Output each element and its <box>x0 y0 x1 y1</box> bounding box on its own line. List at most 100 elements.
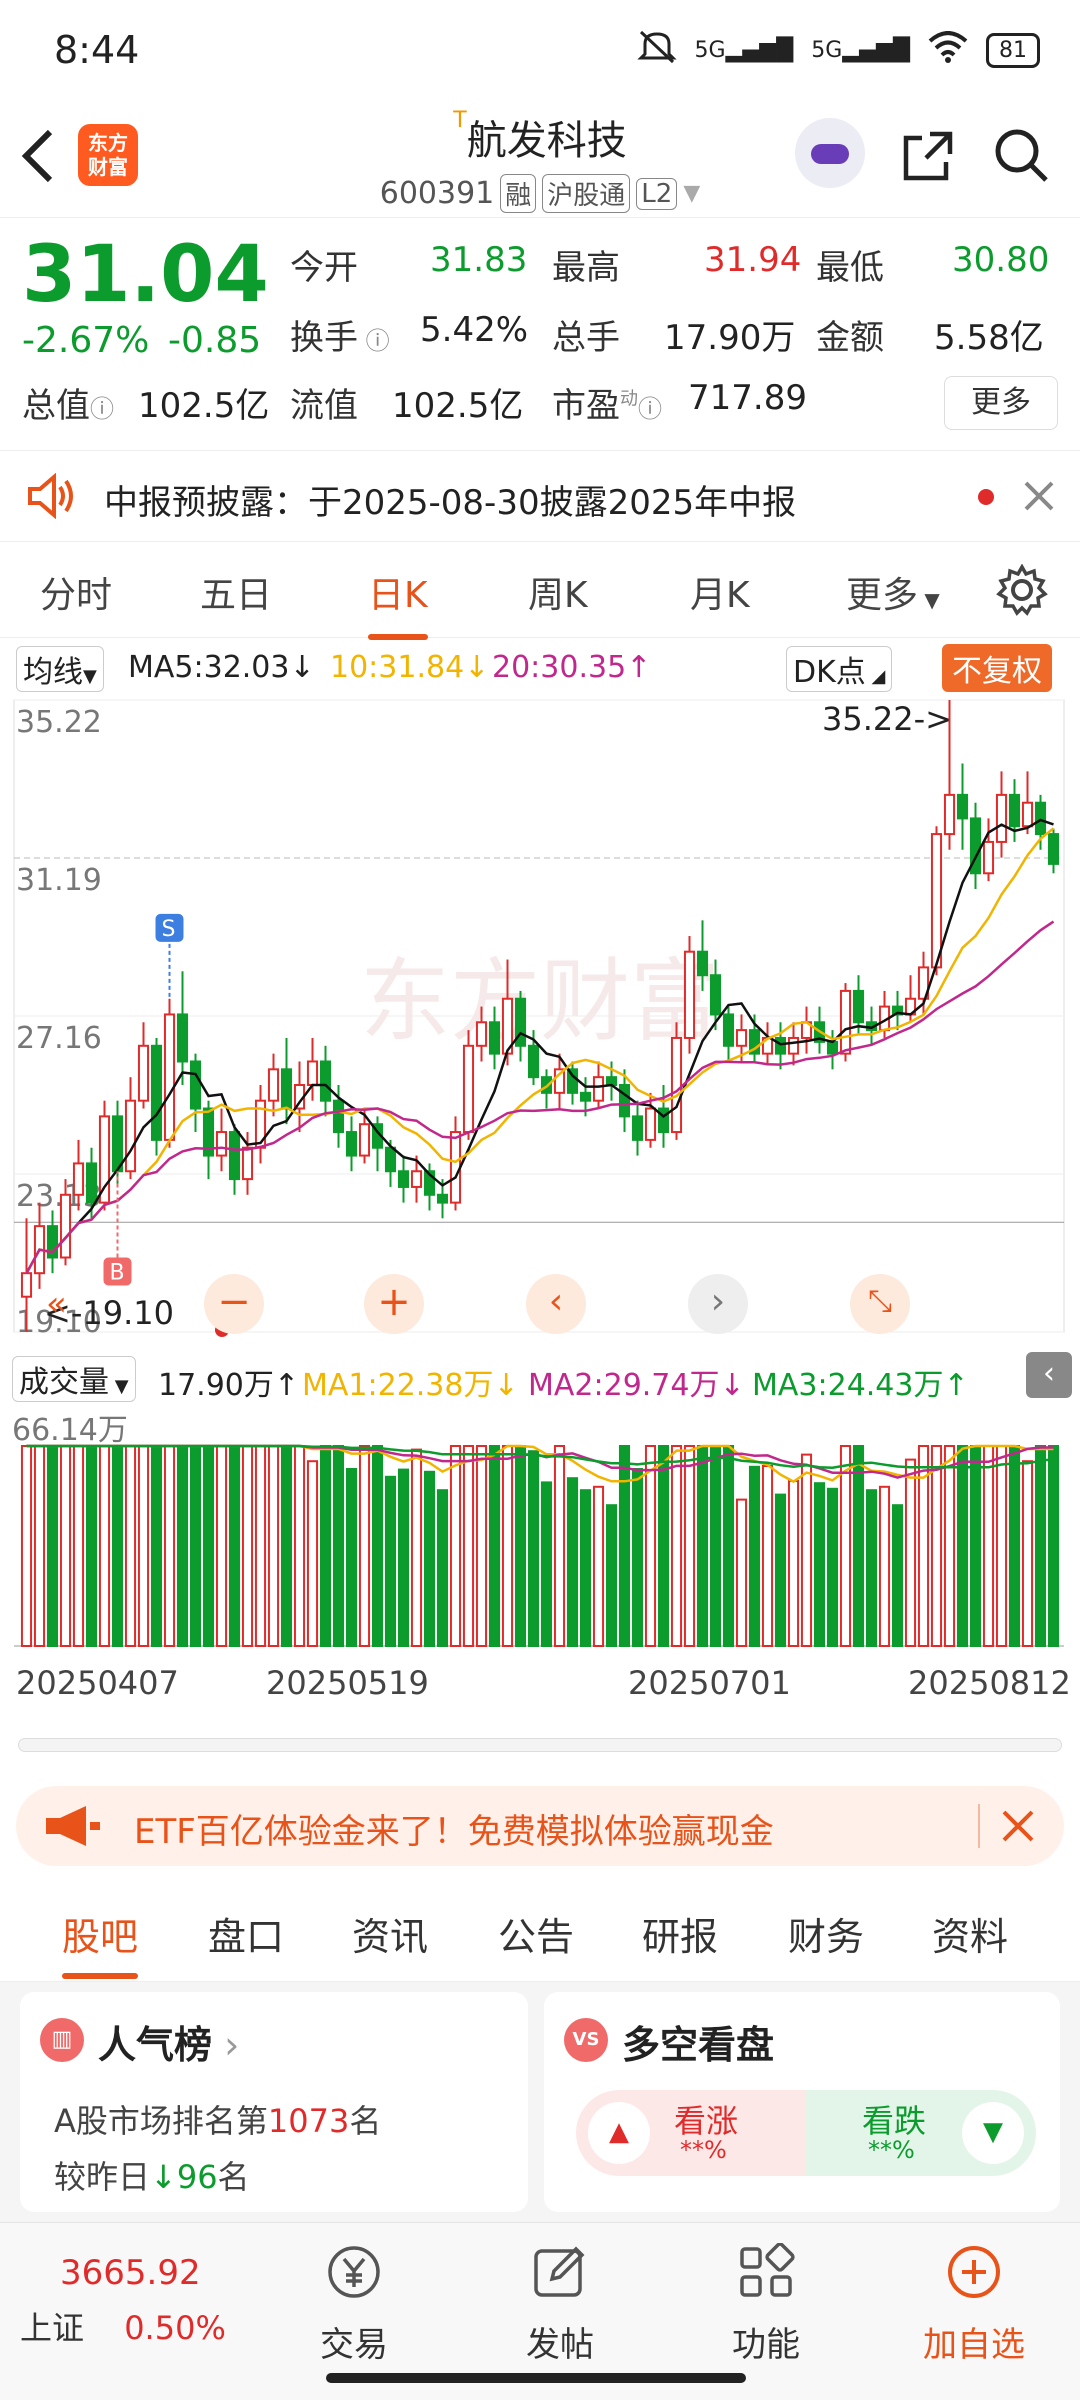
volume-bar <box>657 1445 670 1647</box>
fast-back-icon[interactable]: « <box>46 1284 67 1324</box>
volume-bar <box>436 1489 449 1647</box>
indicator-select[interactable]: 均线▼ <box>16 646 104 692</box>
volume-bar <box>163 1445 176 1647</box>
volume-bar <box>371 1445 384 1647</box>
index-name: 上证 <box>20 2309 85 2347</box>
tab-weekly-k[interactable]: 周K <box>528 575 588 616</box>
adjust-mode-button[interactable]: 不复权 <box>942 644 1052 692</box>
home-indicator[interactable] <box>326 2373 746 2383</box>
bull-value: **% <box>680 2136 727 2164</box>
tab-intraday[interactable]: 分时 <box>40 575 113 616</box>
volume-bar <box>735 1498 748 1647</box>
volume-bar <box>1008 1445 1021 1647</box>
more-quote-button[interactable]: 更多 <box>944 376 1058 430</box>
pan-right-button[interactable]: › <box>688 1274 748 1334</box>
tab-finance[interactable]: 财务 <box>788 1915 865 1959</box>
volume-bar <box>709 1445 722 1647</box>
volume-bar <box>215 1445 228 1647</box>
close-icon[interactable] <box>1022 479 1056 517</box>
stock-header: 东方 财富 T航发科技 600391 融 沪股通 L2 ▼ <box>0 100 1080 218</box>
candle-body <box>553 1068 566 1094</box>
bearish-button[interactable]: 看跌 **% ▼ <box>806 2090 1036 2176</box>
candle-body <box>592 1076 605 1102</box>
dk-point-select[interactable]: DK点 ◢ <box>786 646 893 692</box>
index-ticker[interactable]: 3665.92 上证 0.50% <box>20 2253 250 2349</box>
candle-body <box>358 1123 371 1157</box>
tab-profile[interactable]: 资料 <box>932 1915 1009 1959</box>
signal-icon: 5G▂▄▆█ <box>694 37 794 63</box>
tab-guba[interactable]: 股吧 <box>62 1906 139 1979</box>
settings-gear-icon[interactable] <box>996 563 1048 620</box>
volume-bar <box>696 1445 709 1647</box>
chart-range-scrollbar[interactable] <box>18 1738 1062 1752</box>
share-icon[interactable] <box>900 128 956 188</box>
candle-body <box>618 1084 631 1118</box>
collapse-panel-icon[interactable]: ‹ <box>1026 1352 1072 1398</box>
title-block: T航发科技 600391 融 沪股通 L2 ▼ <box>0 108 1080 213</box>
max-price-note: 35.22-> <box>822 700 952 738</box>
candle-body <box>332 1099 345 1134</box>
zoom-out-button[interactable]: − <box>204 1274 264 1334</box>
bear-label: 看跌 <box>862 2102 927 2140</box>
candle-body <box>943 793 956 836</box>
volume-bar <box>202 1445 215 1647</box>
vs-icon: VS <box>564 2018 608 2062</box>
battery-icon: 81 <box>986 32 1040 68</box>
tab-research[interactable]: 研报 <box>642 1915 719 1959</box>
app-logo: 东方 财富 <box>78 124 138 186</box>
volume-bar <box>72 1445 85 1647</box>
popularity-title: 人气榜 › <box>98 2023 240 2067</box>
status-icons: 5G▂▄▆█ 5G▂▄▆█ 81 <box>636 30 1040 70</box>
volume-indicator-select[interactable]: 成交量 ▼ <box>12 1356 136 1402</box>
search-icon[interactable] <box>992 126 1050 188</box>
nav-post[interactable]: 发帖 <box>490 2243 630 2366</box>
high-label: 最高 <box>552 248 620 288</box>
candle-body <box>384 1146 397 1173</box>
min-price-note: <-19.10 <box>44 1294 174 1332</box>
vol-ma3: MA3:24.43万↑ <box>752 1368 969 1403</box>
yen-circle-icon <box>328 2246 380 2298</box>
candle-body <box>644 1107 657 1141</box>
candle-body <box>228 1131 241 1181</box>
candlestick-chart[interactable]: 35.2231.1927.1623.1319.10东方财富35.22-><-19… <box>0 692 1080 1342</box>
volume-bar <box>761 1465 774 1647</box>
candle-body <box>462 1044 475 1134</box>
volume-max-label: 66.14万 <box>12 1413 128 1448</box>
down-triangle-icon: ▼ <box>962 2102 1024 2164</box>
nav-trade[interactable]: 交易 <box>284 2243 424 2366</box>
tab-news[interactable]: 资讯 <box>352 1915 429 1959</box>
volume-bar <box>774 1493 787 1647</box>
volume-chart[interactable]: 66.14万 <box>0 1400 1080 1650</box>
back-icon[interactable] <box>18 126 58 200</box>
pan-left-button[interactable]: ‹ <box>526 1274 586 1334</box>
tag-connect: 沪股通 <box>542 174 631 213</box>
volume-bar <box>46 1445 59 1647</box>
tab-announcements[interactable]: 公告 <box>498 1915 575 1959</box>
banner-close-icon[interactable] <box>1000 1808 1036 1848</box>
notice-bar[interactable]: 中报预披露：于2025-08-30披露2025年中报 <box>0 450 1080 542</box>
stock-subtitle[interactable]: 600391 融 沪股通 L2 ▼ <box>0 174 1080 213</box>
popularity-card[interactable]: ▥ 人气榜 › A股市场排名第1073名 较昨日↓96名 <box>20 1992 528 2212</box>
turnover-value: 5.42% <box>420 310 529 350</box>
volume-bar <box>176 1445 189 1647</box>
tab-monthly-k[interactable]: 月K <box>690 575 750 616</box>
tab-daily-k[interactable]: 日K <box>368 566 428 640</box>
zoom-in-button[interactable]: + <box>364 1274 424 1334</box>
candle-body <box>410 1170 423 1188</box>
nav-add-watchlist[interactable]: 加自选 <box>904 2243 1044 2366</box>
tab-more[interactable]: 更多 ▼ <box>846 575 940 616</box>
nav-functions[interactable]: 功能 <box>696 2242 836 2366</box>
volume-bar <box>98 1445 111 1647</box>
float-value: 102.5亿 <box>392 386 524 426</box>
candle-body <box>748 1029 761 1055</box>
candle-body <box>189 1060 202 1110</box>
bullish-button[interactable]: ▲ 看涨 **% <box>576 2090 806 2176</box>
fullscreen-button[interactable]: ⤡ <box>850 1274 910 1334</box>
assistant-avatar[interactable] <box>795 118 865 188</box>
candle-body <box>449 1131 462 1204</box>
y-tick-label: 35.22 <box>16 705 102 740</box>
tab-five-day[interactable]: 五日 <box>200 575 273 616</box>
promo-banner[interactable]: ETF百亿体验金来了！免费模拟体验赢现金 <box>16 1786 1064 1866</box>
vol-ma2: MA2:29.74万↓ <box>528 1368 745 1403</box>
tab-pankou[interactable]: 盘口 <box>208 1915 285 1959</box>
